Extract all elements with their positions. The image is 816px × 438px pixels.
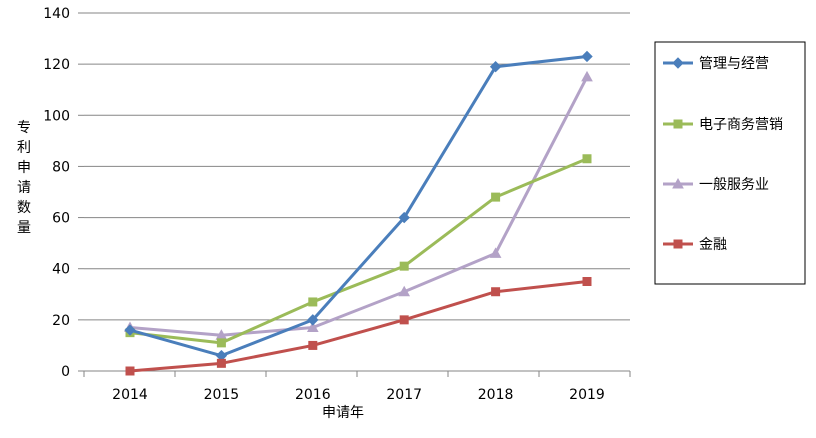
data-point [306,321,319,333]
legend-marker [673,239,683,249]
series-1 [125,154,592,348]
y-tick-label: 100 [43,108,70,124]
data-point [399,315,409,325]
y-axis-title: 专利申请数量 [17,120,31,236]
data-point [582,154,592,164]
y-tick-label: 80 [52,159,70,175]
data-point [307,314,319,326]
x-axis-ticks: 2014 2015 2016 2017 2018 2019 [83,371,631,403]
legend-item: 管理与经营 [663,56,769,72]
x-tick-label: 2014 [112,387,148,403]
data-point [581,50,593,63]
y-tick-label: 40 [52,262,70,278]
data-point [124,324,136,336]
data-point [489,247,502,258]
legend-label: 一般服务业 [699,177,769,193]
data-point [308,297,318,307]
series-line [129,280,588,373]
data-point [489,60,502,73]
series-group [124,50,593,376]
series-line [129,54,588,358]
series-line [129,76,589,337]
legend-item: 金融 [663,237,727,253]
grid-lines [84,12,630,321]
data-point [491,287,501,297]
legend-label: 金融 [699,237,727,253]
data-point [491,192,501,202]
data-point [399,261,409,271]
y-tick-label: 0 [61,364,70,380]
legend-label: 电子商务营销 [699,117,783,133]
x-tick-label: 2017 [386,387,422,403]
data-point [216,338,226,348]
y-tick-label: 20 [52,313,70,329]
x-tick-label: 2015 [204,387,240,403]
data-point [582,277,592,286]
series-3 [125,277,592,376]
series-2 [124,70,593,340]
data-point [125,366,135,376]
data-point [581,70,593,82]
x-axis-title: 申请年 [322,405,364,421]
y-tick-label: 60 [52,211,70,227]
series-line [129,157,588,345]
x-tick-label: 2018 [478,387,514,403]
legend-marker [672,57,684,69]
legend-marker [673,119,683,129]
legend-item: 电子商务营销 [663,117,783,133]
x-tick-label: 2016 [295,387,331,403]
y-axis-ticks: 0 20 40 60 80 100 120 140 [43,6,84,380]
y-tick-label: 120 [43,57,70,73]
y-tick-label: 140 [43,6,70,22]
series-0 [124,50,593,362]
x-tick-label: 2019 [569,387,605,403]
data-point [216,358,226,368]
legend-label: 管理与经营 [699,56,769,72]
data-point [308,340,318,350]
data-point [398,211,410,224]
legend-marker [672,177,684,189]
data-point [398,285,411,297]
legend-item: 一般服务业 [663,177,769,193]
